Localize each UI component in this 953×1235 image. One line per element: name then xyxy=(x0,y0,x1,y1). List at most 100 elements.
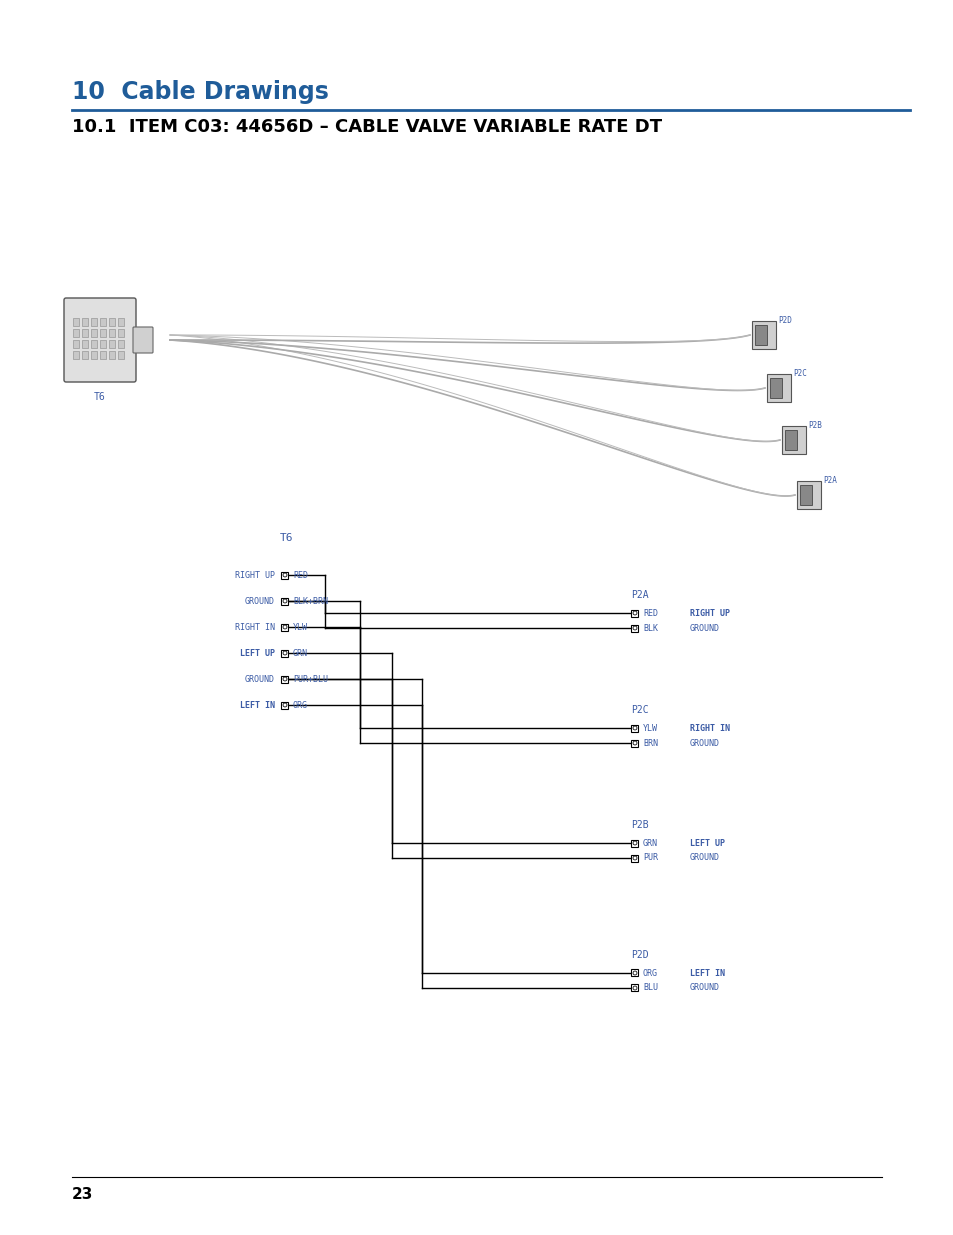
Text: P2D: P2D xyxy=(778,316,791,325)
FancyBboxPatch shape xyxy=(73,351,79,359)
Circle shape xyxy=(633,856,637,860)
Text: PUR+BLU: PUR+BLU xyxy=(293,674,328,683)
Text: ORG: ORG xyxy=(293,700,308,709)
Circle shape xyxy=(633,971,637,974)
Text: RIGHT IN: RIGHT IN xyxy=(234,622,274,631)
Text: P2B: P2B xyxy=(630,820,648,830)
Circle shape xyxy=(633,726,637,730)
Circle shape xyxy=(633,611,637,615)
Text: LEFT UP: LEFT UP xyxy=(240,648,274,657)
Text: P2A: P2A xyxy=(822,475,836,485)
FancyBboxPatch shape xyxy=(631,969,638,977)
Text: RED: RED xyxy=(293,571,308,579)
FancyBboxPatch shape xyxy=(82,351,88,359)
FancyBboxPatch shape xyxy=(82,329,88,337)
FancyBboxPatch shape xyxy=(754,325,766,345)
FancyBboxPatch shape xyxy=(631,984,638,992)
Text: LEFT IN: LEFT IN xyxy=(689,968,724,977)
FancyBboxPatch shape xyxy=(800,485,811,505)
FancyBboxPatch shape xyxy=(91,340,97,348)
Text: 10.1  ITEM C03: 44656D – CABLE VALVE VARIABLE RATE DT: 10.1 ITEM C03: 44656D – CABLE VALVE VARI… xyxy=(71,119,661,136)
Text: GROUND: GROUND xyxy=(689,739,720,747)
Circle shape xyxy=(283,677,287,680)
Circle shape xyxy=(633,841,637,845)
FancyBboxPatch shape xyxy=(109,317,115,326)
Text: RED: RED xyxy=(642,609,658,618)
Circle shape xyxy=(283,625,287,629)
Text: BRN: BRN xyxy=(642,739,658,747)
Text: P2C: P2C xyxy=(792,369,806,378)
Text: P2C: P2C xyxy=(630,705,648,715)
FancyBboxPatch shape xyxy=(132,327,152,353)
Text: YLW: YLW xyxy=(642,724,658,732)
Circle shape xyxy=(283,703,287,706)
FancyBboxPatch shape xyxy=(631,725,638,731)
FancyBboxPatch shape xyxy=(91,317,97,326)
Text: BLU: BLU xyxy=(642,983,658,993)
FancyBboxPatch shape xyxy=(631,610,638,616)
FancyBboxPatch shape xyxy=(100,329,106,337)
FancyBboxPatch shape xyxy=(118,317,124,326)
Text: GROUND: GROUND xyxy=(689,624,720,632)
Circle shape xyxy=(283,651,287,655)
FancyBboxPatch shape xyxy=(73,329,79,337)
FancyBboxPatch shape xyxy=(109,329,115,337)
Circle shape xyxy=(633,986,637,990)
Text: ORG: ORG xyxy=(642,968,658,977)
FancyBboxPatch shape xyxy=(109,351,115,359)
FancyBboxPatch shape xyxy=(100,340,106,348)
FancyBboxPatch shape xyxy=(118,329,124,337)
Text: PUR: PUR xyxy=(642,853,658,862)
Text: GROUND: GROUND xyxy=(245,597,274,605)
Text: LEFT IN: LEFT IN xyxy=(240,700,274,709)
FancyBboxPatch shape xyxy=(109,340,115,348)
FancyBboxPatch shape xyxy=(281,676,288,683)
FancyBboxPatch shape xyxy=(73,317,79,326)
FancyBboxPatch shape xyxy=(784,430,796,450)
FancyBboxPatch shape xyxy=(82,340,88,348)
Text: GROUND: GROUND xyxy=(689,853,720,862)
FancyBboxPatch shape xyxy=(100,317,106,326)
Text: P2D: P2D xyxy=(630,950,648,960)
FancyBboxPatch shape xyxy=(769,378,781,398)
FancyBboxPatch shape xyxy=(781,426,805,454)
Text: GROUND: GROUND xyxy=(689,983,720,993)
Text: P2A: P2A xyxy=(630,590,648,600)
FancyBboxPatch shape xyxy=(73,340,79,348)
Text: YLW: YLW xyxy=(293,622,308,631)
Text: GRN: GRN xyxy=(642,839,658,847)
FancyBboxPatch shape xyxy=(100,351,106,359)
FancyBboxPatch shape xyxy=(631,855,638,862)
Text: RIGHT UP: RIGHT UP xyxy=(234,571,274,579)
Circle shape xyxy=(283,573,287,577)
Text: GRN: GRN xyxy=(293,648,308,657)
Text: RIGHT IN: RIGHT IN xyxy=(689,724,729,732)
Text: GROUND: GROUND xyxy=(245,674,274,683)
FancyBboxPatch shape xyxy=(281,701,288,709)
FancyBboxPatch shape xyxy=(631,740,638,746)
FancyBboxPatch shape xyxy=(82,317,88,326)
Text: BLK+BRN: BLK+BRN xyxy=(293,597,328,605)
FancyBboxPatch shape xyxy=(281,624,288,631)
Text: LEFT UP: LEFT UP xyxy=(689,839,724,847)
FancyBboxPatch shape xyxy=(118,340,124,348)
Circle shape xyxy=(633,626,637,630)
Text: P2B: P2B xyxy=(807,421,821,430)
FancyBboxPatch shape xyxy=(281,572,288,578)
Text: RIGHT UP: RIGHT UP xyxy=(689,609,729,618)
FancyBboxPatch shape xyxy=(766,374,790,403)
FancyBboxPatch shape xyxy=(281,598,288,604)
FancyBboxPatch shape xyxy=(91,329,97,337)
FancyBboxPatch shape xyxy=(91,351,97,359)
Circle shape xyxy=(633,741,637,745)
Text: T6: T6 xyxy=(94,391,106,403)
Text: 10  Cable Drawings: 10 Cable Drawings xyxy=(71,80,329,104)
FancyBboxPatch shape xyxy=(631,840,638,846)
FancyBboxPatch shape xyxy=(751,321,775,350)
Circle shape xyxy=(283,599,287,603)
Text: BLK: BLK xyxy=(642,624,658,632)
FancyBboxPatch shape xyxy=(631,625,638,631)
Text: T6: T6 xyxy=(280,534,294,543)
FancyBboxPatch shape xyxy=(64,298,136,382)
FancyBboxPatch shape xyxy=(281,650,288,657)
